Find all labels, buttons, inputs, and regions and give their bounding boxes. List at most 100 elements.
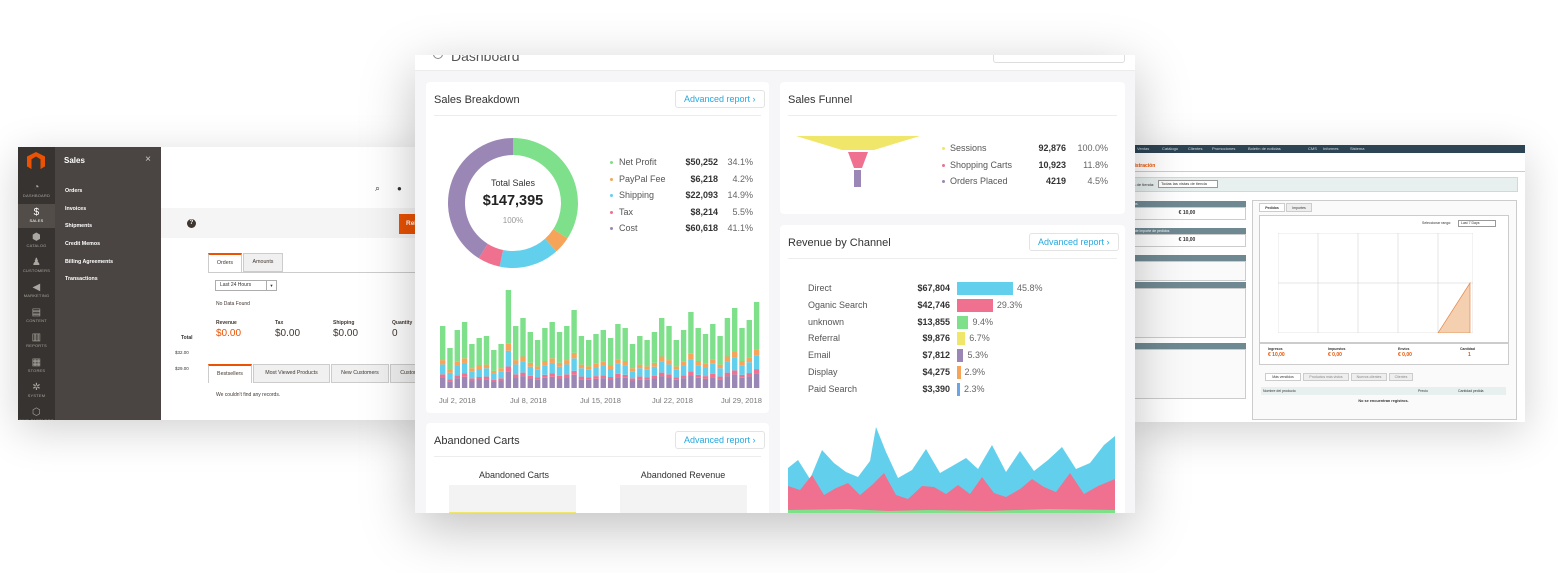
bar-segment xyxy=(564,364,570,375)
bar-segment xyxy=(644,377,650,380)
bar-segment xyxy=(491,379,497,382)
close-icon[interactable]: × xyxy=(145,154,151,165)
bar-segment xyxy=(651,362,658,367)
magento-logo[interactable] xyxy=(27,152,45,170)
tab-clientes[interactable]: Clientes xyxy=(1389,373,1413,381)
tab-orders[interactable]: Orders xyxy=(208,253,242,272)
bar-segment xyxy=(600,365,606,376)
bar-segment xyxy=(461,376,468,388)
legend-pct: 41.1% xyxy=(727,223,753,233)
bar-segment xyxy=(491,373,497,380)
menu-item-invoices[interactable]: Invoices xyxy=(65,206,87,212)
channel-name: Direct xyxy=(808,283,832,293)
menu-item-billing-agreements[interactable]: Billing Agreements xyxy=(65,259,114,265)
orders-line-chart xyxy=(1278,233,1473,333)
bar-segment xyxy=(542,361,548,366)
nav-system[interactable]: ✲ SYSTEM xyxy=(18,379,55,403)
channel-value: $4,275 xyxy=(922,367,950,377)
help-icon[interactable]: ? xyxy=(187,219,196,228)
tab-amounts[interactable]: Amounts xyxy=(243,253,283,272)
tab-new-customers[interactable]: New Customers xyxy=(331,364,389,383)
tab-bestsellers[interactable]: Bestsellers xyxy=(208,364,252,383)
menu-item-credit-memos[interactable]: Credit Memos xyxy=(65,241,101,247)
nav-catalog[interactable]: ⬢ CATALOG xyxy=(18,229,55,253)
menu-item-transactions[interactable]: Transactions xyxy=(65,276,98,282)
no-data-text: No Data Found xyxy=(216,301,250,307)
bar-segment xyxy=(556,378,563,388)
menu-sistema[interactable]: Sistema xyxy=(1350,146,1365,151)
bar-segment xyxy=(739,328,745,361)
menu-promociones[interactable]: Promociones xyxy=(1212,146,1236,151)
bar-segment xyxy=(534,379,541,388)
bar-segment xyxy=(746,376,752,388)
bar-segment xyxy=(476,338,482,366)
bar-segment xyxy=(600,378,606,388)
bar-segment xyxy=(498,368,504,372)
side-value-1: $32.00 xyxy=(175,350,189,355)
side-value-2: $29.00 xyxy=(175,366,189,371)
kpi-quantity-label: Quantity xyxy=(392,320,413,326)
search-icon[interactable]: ⌕ xyxy=(375,183,381,193)
bar-segment xyxy=(505,343,512,351)
period-select[interactable]: Last 24 Hours ▼ xyxy=(215,280,277,291)
abandoned-advanced-report-button[interactable]: Advanced report › xyxy=(675,431,765,449)
nav-marketing[interactable]: ◀ MARKETING xyxy=(18,279,55,303)
bar-segment xyxy=(578,368,585,377)
menu-catalogo[interactable]: Catálogo xyxy=(1162,146,1179,151)
nav-dashboard[interactable]: ◔ DASHBOARD xyxy=(18,179,55,203)
menu-clientes[interactable]: Clientes xyxy=(1188,146,1203,151)
nav-customers[interactable]: ♟ CUSTOMERS xyxy=(18,254,55,278)
date-range-picker[interactable] xyxy=(993,55,1125,63)
menu-cms[interactable]: CMS xyxy=(1308,146,1317,151)
bar-segment xyxy=(461,358,468,363)
nav-sales[interactable]: $ SALES xyxy=(18,204,55,228)
bar-segment xyxy=(542,374,548,378)
menu-boletin[interactable]: Boletín de noticias xyxy=(1248,146,1281,151)
box-ventas-value: € 10,00 xyxy=(1128,207,1246,220)
bar-segment xyxy=(732,308,738,352)
kpi-ingresos-value: € 10,00 xyxy=(1268,352,1285,358)
menu-informes[interactable]: Informes xyxy=(1323,146,1339,151)
range-select[interactable]: Last 7 Days xyxy=(1458,220,1496,227)
abandoned-revenue-chart xyxy=(620,485,747,513)
bar-segment xyxy=(666,360,672,365)
bar-segment xyxy=(637,379,643,388)
bar-segment xyxy=(549,322,555,359)
kpi-tax-label: Tax xyxy=(275,320,284,326)
bar-segment xyxy=(688,375,694,388)
bar-segment xyxy=(527,332,533,363)
legend-value: $60,618 xyxy=(685,223,718,233)
bar-segment xyxy=(527,362,533,367)
tab-importes[interactable]: Importes xyxy=(1286,203,1312,212)
bell-icon[interactable]: ● xyxy=(397,184,402,193)
funnel-row-pct: 11.8% xyxy=(1083,159,1108,170)
menu-item-shipments[interactable]: Shipments xyxy=(65,223,93,229)
bar-segment xyxy=(680,378,687,388)
bar-segment xyxy=(483,336,490,365)
tab-mas-vendidos[interactable]: Más vendidos xyxy=(1265,373,1301,381)
funnel-dot xyxy=(942,180,945,183)
sales-advanced-report-button[interactable]: Advanced report › xyxy=(675,90,765,108)
menu-item-orders[interactable]: Orders xyxy=(65,188,83,194)
tab-productos-vistos[interactable]: Productos más vistos xyxy=(1303,373,1349,381)
box-list-header-3 xyxy=(1128,343,1246,349)
bar-segment xyxy=(513,360,519,365)
channel-value: $67,804 xyxy=(917,283,950,293)
tab-pedidos[interactable]: Pedidos xyxy=(1259,203,1285,212)
bar-segment xyxy=(469,380,475,388)
bar-segment xyxy=(702,334,709,364)
nav-find-partners[interactable]: ⬡FIND PARTNERS xyxy=(18,404,55,420)
bar-segment xyxy=(461,322,468,359)
store-select[interactable]: Todas las vistas de tienda xyxy=(1158,180,1218,188)
nav-content[interactable]: ▤ CONTENT xyxy=(18,304,55,328)
tab-nuevos-clientes[interactable]: Nuevos clientes xyxy=(1351,373,1387,381)
store-label: ras de tienda: xyxy=(1130,182,1155,187)
tab-most-viewed[interactable]: Most Viewed Products xyxy=(253,364,330,383)
revenue-channel-title: Revenue by Channel xyxy=(788,237,891,249)
channel-advanced-report-button[interactable]: Advanced report › xyxy=(1029,233,1119,251)
nav-stores[interactable]: ▦ STORES xyxy=(18,354,55,378)
legend-name: Cost xyxy=(619,223,638,233)
bar-segment xyxy=(680,361,687,366)
menu-ventas[interactable]: Ventas xyxy=(1137,146,1150,151)
nav-reports[interactable]: ▥ REPORTS xyxy=(18,329,55,353)
